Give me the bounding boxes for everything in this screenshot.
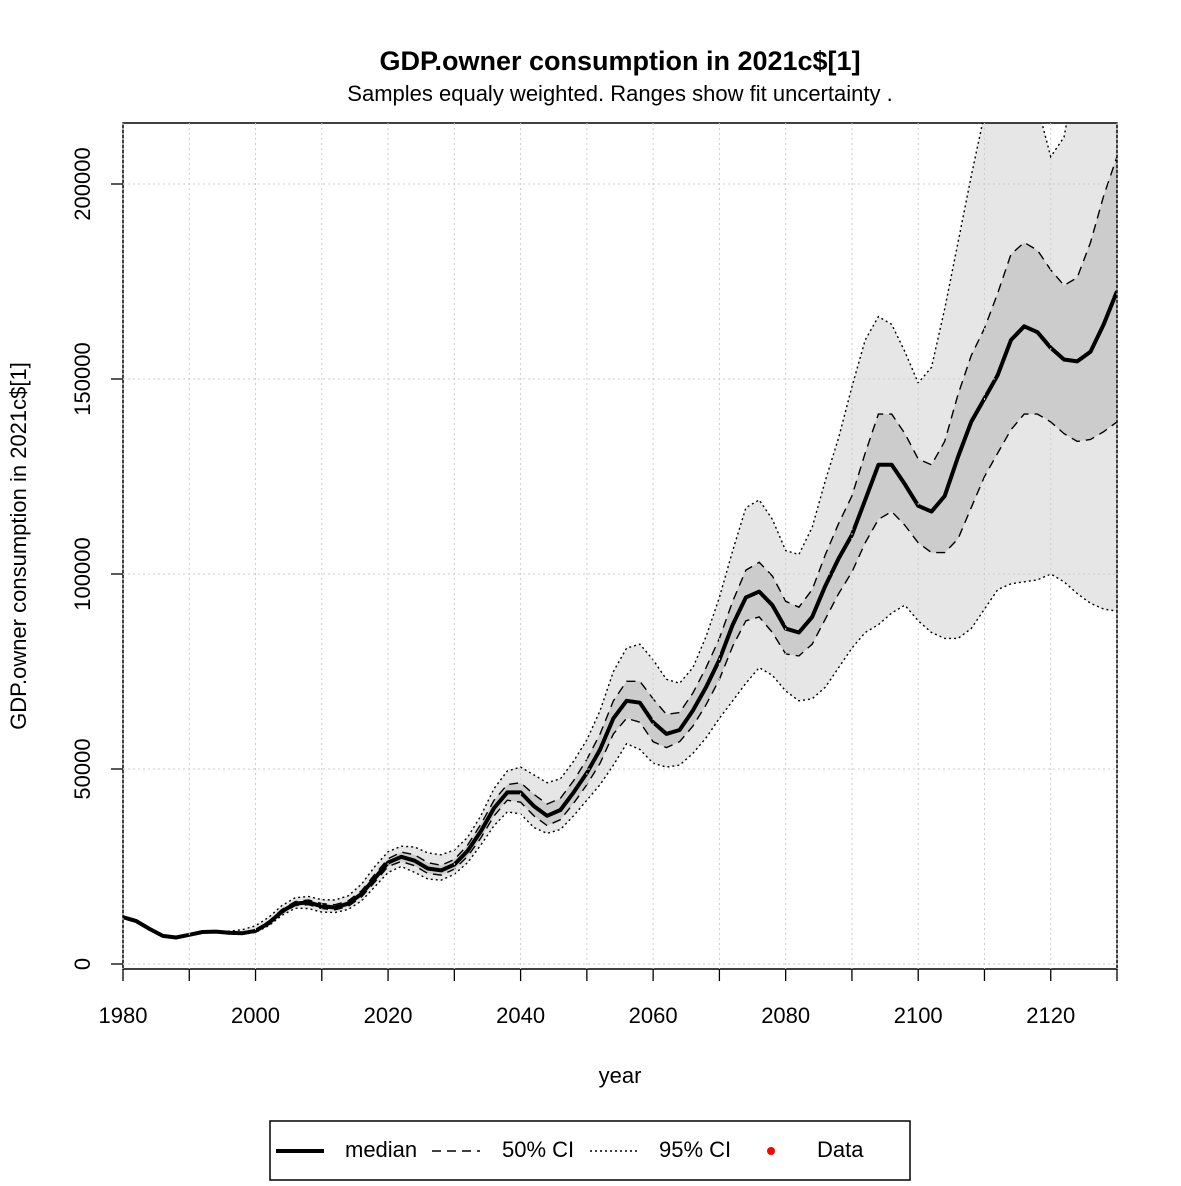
x-tick-label: 1980 <box>99 1003 148 1028</box>
ci-line <box>123 156 1117 939</box>
plot-frame <box>122 122 1118 970</box>
chart-title: GDP.owner consumption in 2021c$[1] <box>379 46 860 76</box>
y-tick-label: 50000 <box>70 738 95 799</box>
legend-box <box>269 1120 911 1181</box>
x-tick-label: 2020 <box>364 1003 413 1028</box>
plot-area <box>123 123 1117 940</box>
legend-swatch <box>767 1147 775 1155</box>
median-line <box>123 290 1117 940</box>
legend-label: 50% CI <box>502 1137 574 1162</box>
x-axis-label: year <box>599 1063 642 1088</box>
x-tick-label: 2080 <box>761 1003 810 1028</box>
x-tick-label: 2060 <box>629 1003 678 1028</box>
y-tick-label: 0 <box>70 958 95 970</box>
legend-label: Data <box>817 1137 864 1162</box>
x-tick-label: 2000 <box>231 1003 280 1028</box>
y-axis-label: GDP.owner consumption in 2021c$[1] <box>6 362 31 730</box>
legend-label: median <box>345 1137 417 1162</box>
y-tick-label: 200000 <box>70 147 95 220</box>
x-tick-label: 2120 <box>1026 1003 1075 1028</box>
chart-subtitle: Samples equaly weighted. Ranges show fit… <box>347 81 892 106</box>
x-tick-label: 2040 <box>496 1003 545 1028</box>
legend-label: 95% CI <box>659 1137 731 1162</box>
x-tick-label: 2100 <box>894 1003 943 1028</box>
ci-line <box>123 123 1068 939</box>
y-tick-label: 150000 <box>70 342 95 415</box>
y-tick-label: 100000 <box>70 537 95 610</box>
ci-line <box>123 413 1117 939</box>
